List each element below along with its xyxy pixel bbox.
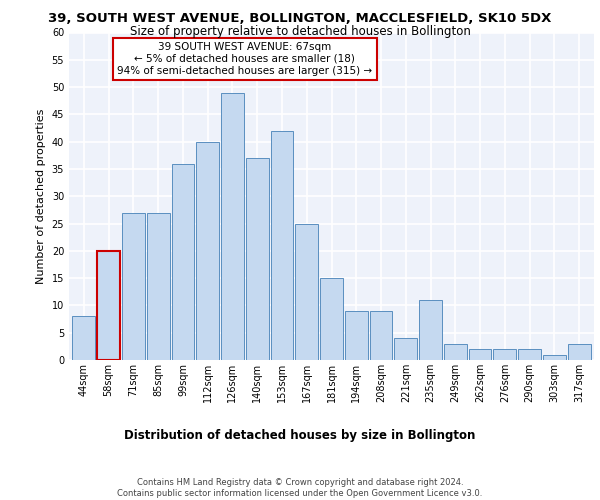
Bar [246, 158, 269, 360]
Bar [295, 224, 318, 360]
Bar [172, 164, 194, 360]
Text: 39, SOUTH WEST AVENUE, BOLLINGTON, MACCLESFIELD, SK10 5DX: 39, SOUTH WEST AVENUE, BOLLINGTON, MACCL… [49, 12, 551, 26]
Bar [444, 344, 467, 360]
Bar [419, 300, 442, 360]
Bar [122, 212, 145, 360]
Text: Distribution of detached houses by size in Bollington: Distribution of detached houses by size … [124, 430, 476, 442]
Bar [345, 311, 368, 360]
Y-axis label: Number of detached properties: Number of detached properties [36, 108, 46, 284]
Bar [370, 311, 392, 360]
Bar [97, 251, 120, 360]
Bar [518, 349, 541, 360]
Bar [568, 344, 590, 360]
Text: Size of property relative to detached houses in Bollington: Size of property relative to detached ho… [130, 25, 470, 38]
Bar [394, 338, 417, 360]
Bar [543, 354, 566, 360]
Bar [73, 316, 95, 360]
Text: 39 SOUTH WEST AVENUE: 67sqm
← 5% of detached houses are smaller (18)
94% of semi: 39 SOUTH WEST AVENUE: 67sqm ← 5% of deta… [118, 42, 373, 76]
Text: Contains HM Land Registry data © Crown copyright and database right 2024.
Contai: Contains HM Land Registry data © Crown c… [118, 478, 482, 498]
Bar [196, 142, 219, 360]
Bar [271, 130, 293, 360]
Bar [221, 92, 244, 360]
Bar [493, 349, 516, 360]
Bar [469, 349, 491, 360]
Bar [320, 278, 343, 360]
Bar [147, 212, 170, 360]
